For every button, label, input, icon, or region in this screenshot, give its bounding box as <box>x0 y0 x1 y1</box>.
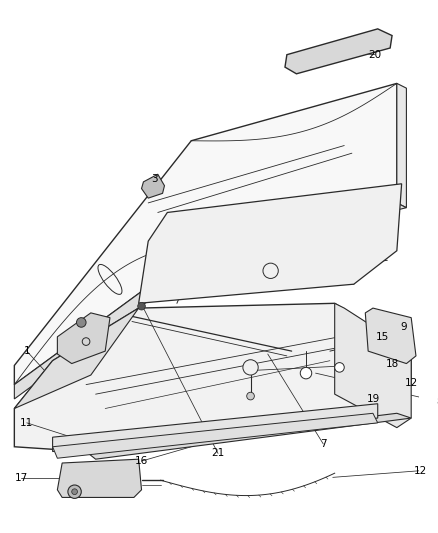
Polygon shape <box>14 203 406 399</box>
Text: 7: 7 <box>320 439 326 449</box>
Circle shape <box>68 485 81 498</box>
Polygon shape <box>57 313 110 364</box>
Polygon shape <box>141 174 165 198</box>
Polygon shape <box>14 303 411 451</box>
Text: 3: 3 <box>152 174 158 184</box>
Text: 15: 15 <box>376 332 389 342</box>
Circle shape <box>72 489 78 495</box>
Text: 9: 9 <box>400 322 407 332</box>
Polygon shape <box>53 403 378 451</box>
Circle shape <box>335 362 344 372</box>
Text: 8: 8 <box>437 397 438 407</box>
Circle shape <box>243 360 258 375</box>
Polygon shape <box>335 303 411 427</box>
Polygon shape <box>397 83 406 208</box>
Text: 12: 12 <box>414 466 427 475</box>
Polygon shape <box>53 413 378 458</box>
Text: 12: 12 <box>405 378 418 387</box>
Circle shape <box>247 392 254 400</box>
Circle shape <box>138 302 145 310</box>
Polygon shape <box>14 308 139 408</box>
Text: 1: 1 <box>24 346 30 356</box>
Text: 16: 16 <box>135 456 148 466</box>
Circle shape <box>300 367 312 379</box>
Text: 18: 18 <box>385 359 399 368</box>
Text: 11: 11 <box>20 418 33 428</box>
Polygon shape <box>14 83 397 385</box>
Circle shape <box>77 318 86 327</box>
Text: 17: 17 <box>14 473 28 483</box>
Polygon shape <box>285 29 392 74</box>
Text: 20: 20 <box>368 50 381 60</box>
Polygon shape <box>365 308 416 364</box>
Polygon shape <box>86 413 411 459</box>
Text: 19: 19 <box>366 394 380 404</box>
Polygon shape <box>57 459 141 497</box>
Polygon shape <box>139 184 402 303</box>
Text: 21: 21 <box>212 448 225 458</box>
